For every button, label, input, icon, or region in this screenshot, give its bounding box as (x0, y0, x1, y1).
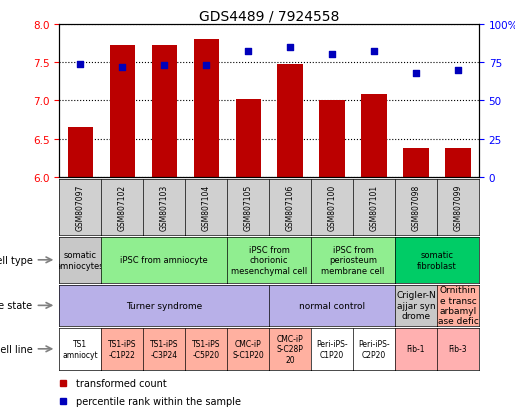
Text: Peri-iPS-
C1P20: Peri-iPS- C1P20 (316, 339, 348, 358)
Text: GSM807097: GSM807097 (76, 184, 84, 231)
Text: iPSC from
chorionic
mesenchymal cell: iPSC from chorionic mesenchymal cell (231, 245, 307, 275)
Text: Fib-3: Fib-3 (449, 344, 467, 354)
Bar (278, 64, 303, 178)
Text: normal control: normal control (299, 301, 365, 310)
Text: TS1
amniocyt: TS1 amniocyt (62, 339, 98, 358)
Text: somatic
amniocytes: somatic amniocytes (56, 251, 105, 270)
Text: Ornithin
e transc
arbamyl
ase defic: Ornithin e transc arbamyl ase defic (438, 285, 478, 326)
Text: CMC-iP
S-C1P20: CMC-iP S-C1P20 (232, 339, 264, 358)
Text: GSM807099: GSM807099 (454, 184, 462, 231)
Text: cell type: cell type (0, 255, 32, 265)
Bar (445, 149, 471, 178)
Text: cell line: cell line (0, 344, 32, 354)
Text: GSM807098: GSM807098 (411, 185, 420, 230)
Text: GSM807106: GSM807106 (286, 185, 295, 230)
Point (412, 70, 420, 77)
Text: GSM807105: GSM807105 (244, 185, 252, 230)
Bar (319, 101, 345, 178)
Text: transformed count: transformed count (76, 378, 167, 388)
Text: TS1-iPS
-C1P22: TS1-iPS -C1P22 (108, 339, 136, 358)
Bar (403, 149, 428, 178)
Point (286, 45, 294, 51)
Bar (194, 40, 219, 178)
Text: Fib-1: Fib-1 (407, 344, 425, 354)
Bar (151, 46, 177, 178)
Bar (110, 46, 135, 178)
Text: percentile rank within the sample: percentile rank within the sample (76, 396, 241, 406)
Bar (235, 100, 261, 178)
Text: TS1-iPS
-C3P24: TS1-iPS -C3P24 (150, 339, 178, 358)
Bar (67, 128, 93, 178)
Text: GSM807102: GSM807102 (118, 185, 127, 230)
Point (370, 49, 378, 56)
Title: GDS4489 / 7924558: GDS4489 / 7924558 (199, 9, 339, 24)
Point (454, 67, 462, 74)
Text: Peri-iPS-
C2P20: Peri-iPS- C2P20 (358, 339, 390, 358)
Point (118, 64, 126, 71)
Text: GSM807104: GSM807104 (202, 185, 211, 230)
Text: iPSC from amniocyte: iPSC from amniocyte (121, 256, 208, 265)
Bar (362, 95, 387, 178)
Text: Crigler-N
ajjar syn
drome: Crigler-N ajjar syn drome (396, 291, 436, 320)
Point (160, 63, 168, 69)
Point (244, 49, 252, 56)
Text: Turner syndrome: Turner syndrome (126, 301, 202, 310)
Point (328, 52, 336, 59)
Text: disease state: disease state (0, 301, 32, 311)
Text: somatic
fibroblast: somatic fibroblast (417, 251, 457, 270)
Point (76, 61, 84, 68)
Text: GSM807101: GSM807101 (370, 185, 379, 230)
Text: GSM807100: GSM807100 (328, 185, 336, 230)
Text: CMC-iP
S-C28P
20: CMC-iP S-C28P 20 (277, 334, 303, 364)
Text: iPSC from
periosteum
membrane cell: iPSC from periosteum membrane cell (321, 245, 385, 275)
Point (202, 63, 210, 69)
Text: GSM807103: GSM807103 (160, 185, 168, 230)
Text: TS1-iPS
-C5P20: TS1-iPS -C5P20 (192, 339, 220, 358)
